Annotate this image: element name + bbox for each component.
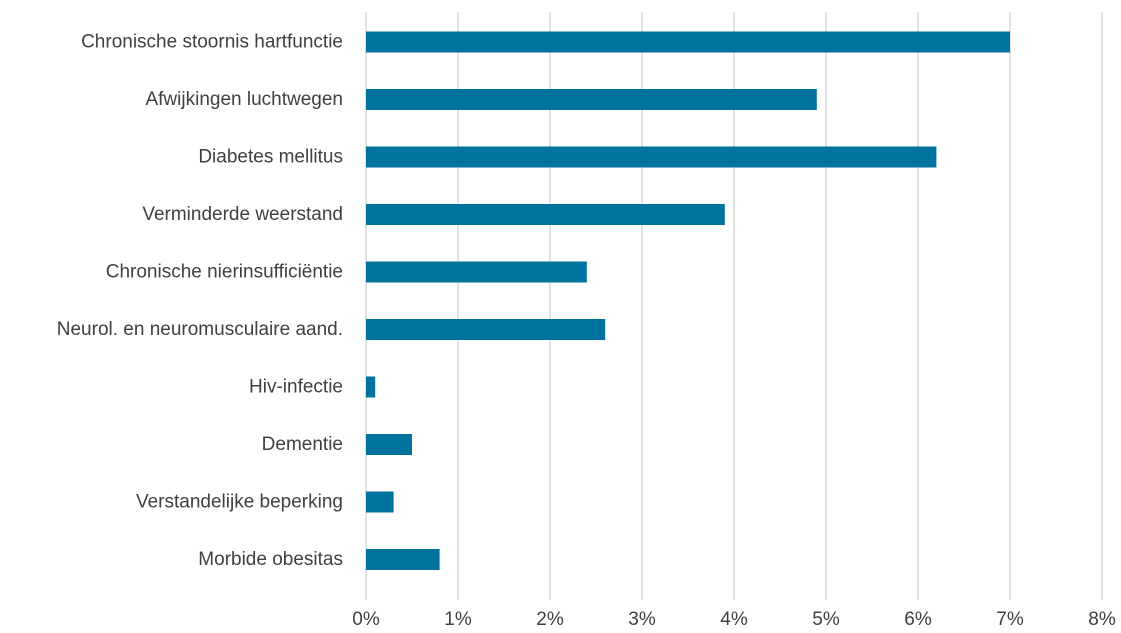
x-axis-tick-labels: 0% 1% 2% 3% 4% 5% 6% 7% 8% — [352, 609, 1116, 630]
x-tick-label: 4% — [720, 609, 748, 630]
bar — [366, 89, 817, 110]
bar — [366, 376, 376, 398]
category-label: Morbide obesitas — [198, 549, 343, 570]
bar — [366, 491, 394, 513]
category-label: Dementie — [262, 434, 343, 455]
bars — [366, 31, 1010, 570]
x-tick-label: 0% — [352, 609, 380, 630]
x-tick-label: 1% — [444, 609, 472, 630]
bar — [366, 261, 587, 283]
x-tick-label: 6% — [904, 609, 932, 630]
category-label: Diabetes mellitus — [198, 147, 343, 168]
x-tick-label: 7% — [996, 609, 1024, 630]
category-label: Chronische stoornis hartfunctie — [81, 32, 343, 53]
category-label: Neurol. en neuromusculaire aand. — [57, 319, 343, 340]
x-tick-label: 2% — [536, 609, 564, 630]
category-label: Verminderde weerstand — [142, 204, 343, 225]
x-tick-label: 3% — [628, 609, 656, 630]
bar — [366, 146, 937, 168]
category-labels: Chronische stoornis hartfunctie Afwijking… — [57, 32, 343, 571]
x-tick-label: 5% — [812, 609, 840, 630]
bar — [366, 319, 606, 340]
bar — [366, 434, 412, 455]
bar — [366, 31, 1010, 53]
category-label: Hiv-infectie — [249, 377, 343, 398]
category-label: Afwijkingen luchtwegen — [145, 89, 343, 110]
bar — [366, 204, 725, 225]
category-label: Verstandelijke beperking — [136, 492, 343, 513]
category-label: Chronische nierinsufficiëntie — [106, 262, 343, 283]
bar — [366, 549, 440, 570]
x-tick-label: 8% — [1088, 609, 1116, 630]
